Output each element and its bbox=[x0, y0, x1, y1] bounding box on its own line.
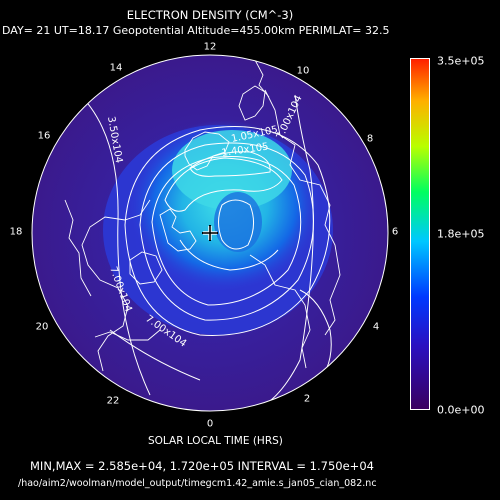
contour-line bbox=[254, 94, 314, 411]
contour-line bbox=[139, 142, 314, 321]
contour-line bbox=[218, 199, 254, 250]
colorbar-mid-label: 1.8e+05 bbox=[437, 227, 485, 241]
plot-title: ELECTRON DENSITY (CM^-3) bbox=[126, 8, 294, 22]
coastline-scandinavia bbox=[238, 85, 266, 121]
lt-label: 14 bbox=[109, 62, 123, 74]
lt-label: 8 bbox=[366, 133, 374, 145]
coastline-eurasia bbox=[264, 89, 341, 336]
lt-label: 16 bbox=[37, 130, 51, 142]
density-minimum-region bbox=[214, 192, 262, 252]
coastline-north-america bbox=[81, 199, 151, 372]
coastline-alaska bbox=[94, 329, 161, 341]
contour-line bbox=[151, 156, 302, 306]
plot-subtitle: DAY= 21 UT=18.17 Geopotential Altitude=4… bbox=[2, 24, 390, 37]
coastlines bbox=[64, 59, 341, 372]
contour-line bbox=[164, 157, 283, 212]
coastline-siberia bbox=[249, 254, 311, 369]
contour-line bbox=[124, 126, 331, 336]
minmax-readout: MIN,MAX = 2.585e+04, 1.720e+05 INTERVAL … bbox=[30, 459, 374, 473]
lt-label: 20 bbox=[35, 321, 49, 333]
x-axis-label: SOLAR LOCAL TIME (HRS) bbox=[148, 435, 283, 447]
coastline-west bbox=[64, 199, 92, 297]
colorbar-min-label: 0.0e+00 bbox=[437, 403, 485, 417]
lt-label: 22 bbox=[106, 395, 120, 407]
lt-label: 2 bbox=[303, 393, 311, 405]
density-region-core bbox=[172, 130, 292, 210]
file-path: /hao/aim2/woolman/model_output/timegcm1.… bbox=[18, 478, 377, 489]
colorbar-max-label: 3.5e+05 bbox=[437, 54, 485, 68]
contour-line bbox=[189, 151, 271, 177]
coastline-canadian-arctic bbox=[159, 208, 197, 252]
coastline-greenland bbox=[184, 131, 230, 171]
contour-line bbox=[74, 89, 151, 396]
lt-label: 18 bbox=[9, 226, 23, 238]
contour-line bbox=[179, 239, 279, 271]
colorbar bbox=[410, 58, 430, 410]
coastline-europe bbox=[254, 59, 270, 98]
lt-label: 4 bbox=[372, 321, 380, 333]
coastline-hudson-bay bbox=[129, 251, 163, 285]
lt-label: 12 bbox=[203, 41, 217, 53]
lt-label: 10 bbox=[296, 65, 310, 77]
lt-label: 6 bbox=[391, 226, 399, 238]
lt-label: 0 bbox=[206, 418, 214, 430]
